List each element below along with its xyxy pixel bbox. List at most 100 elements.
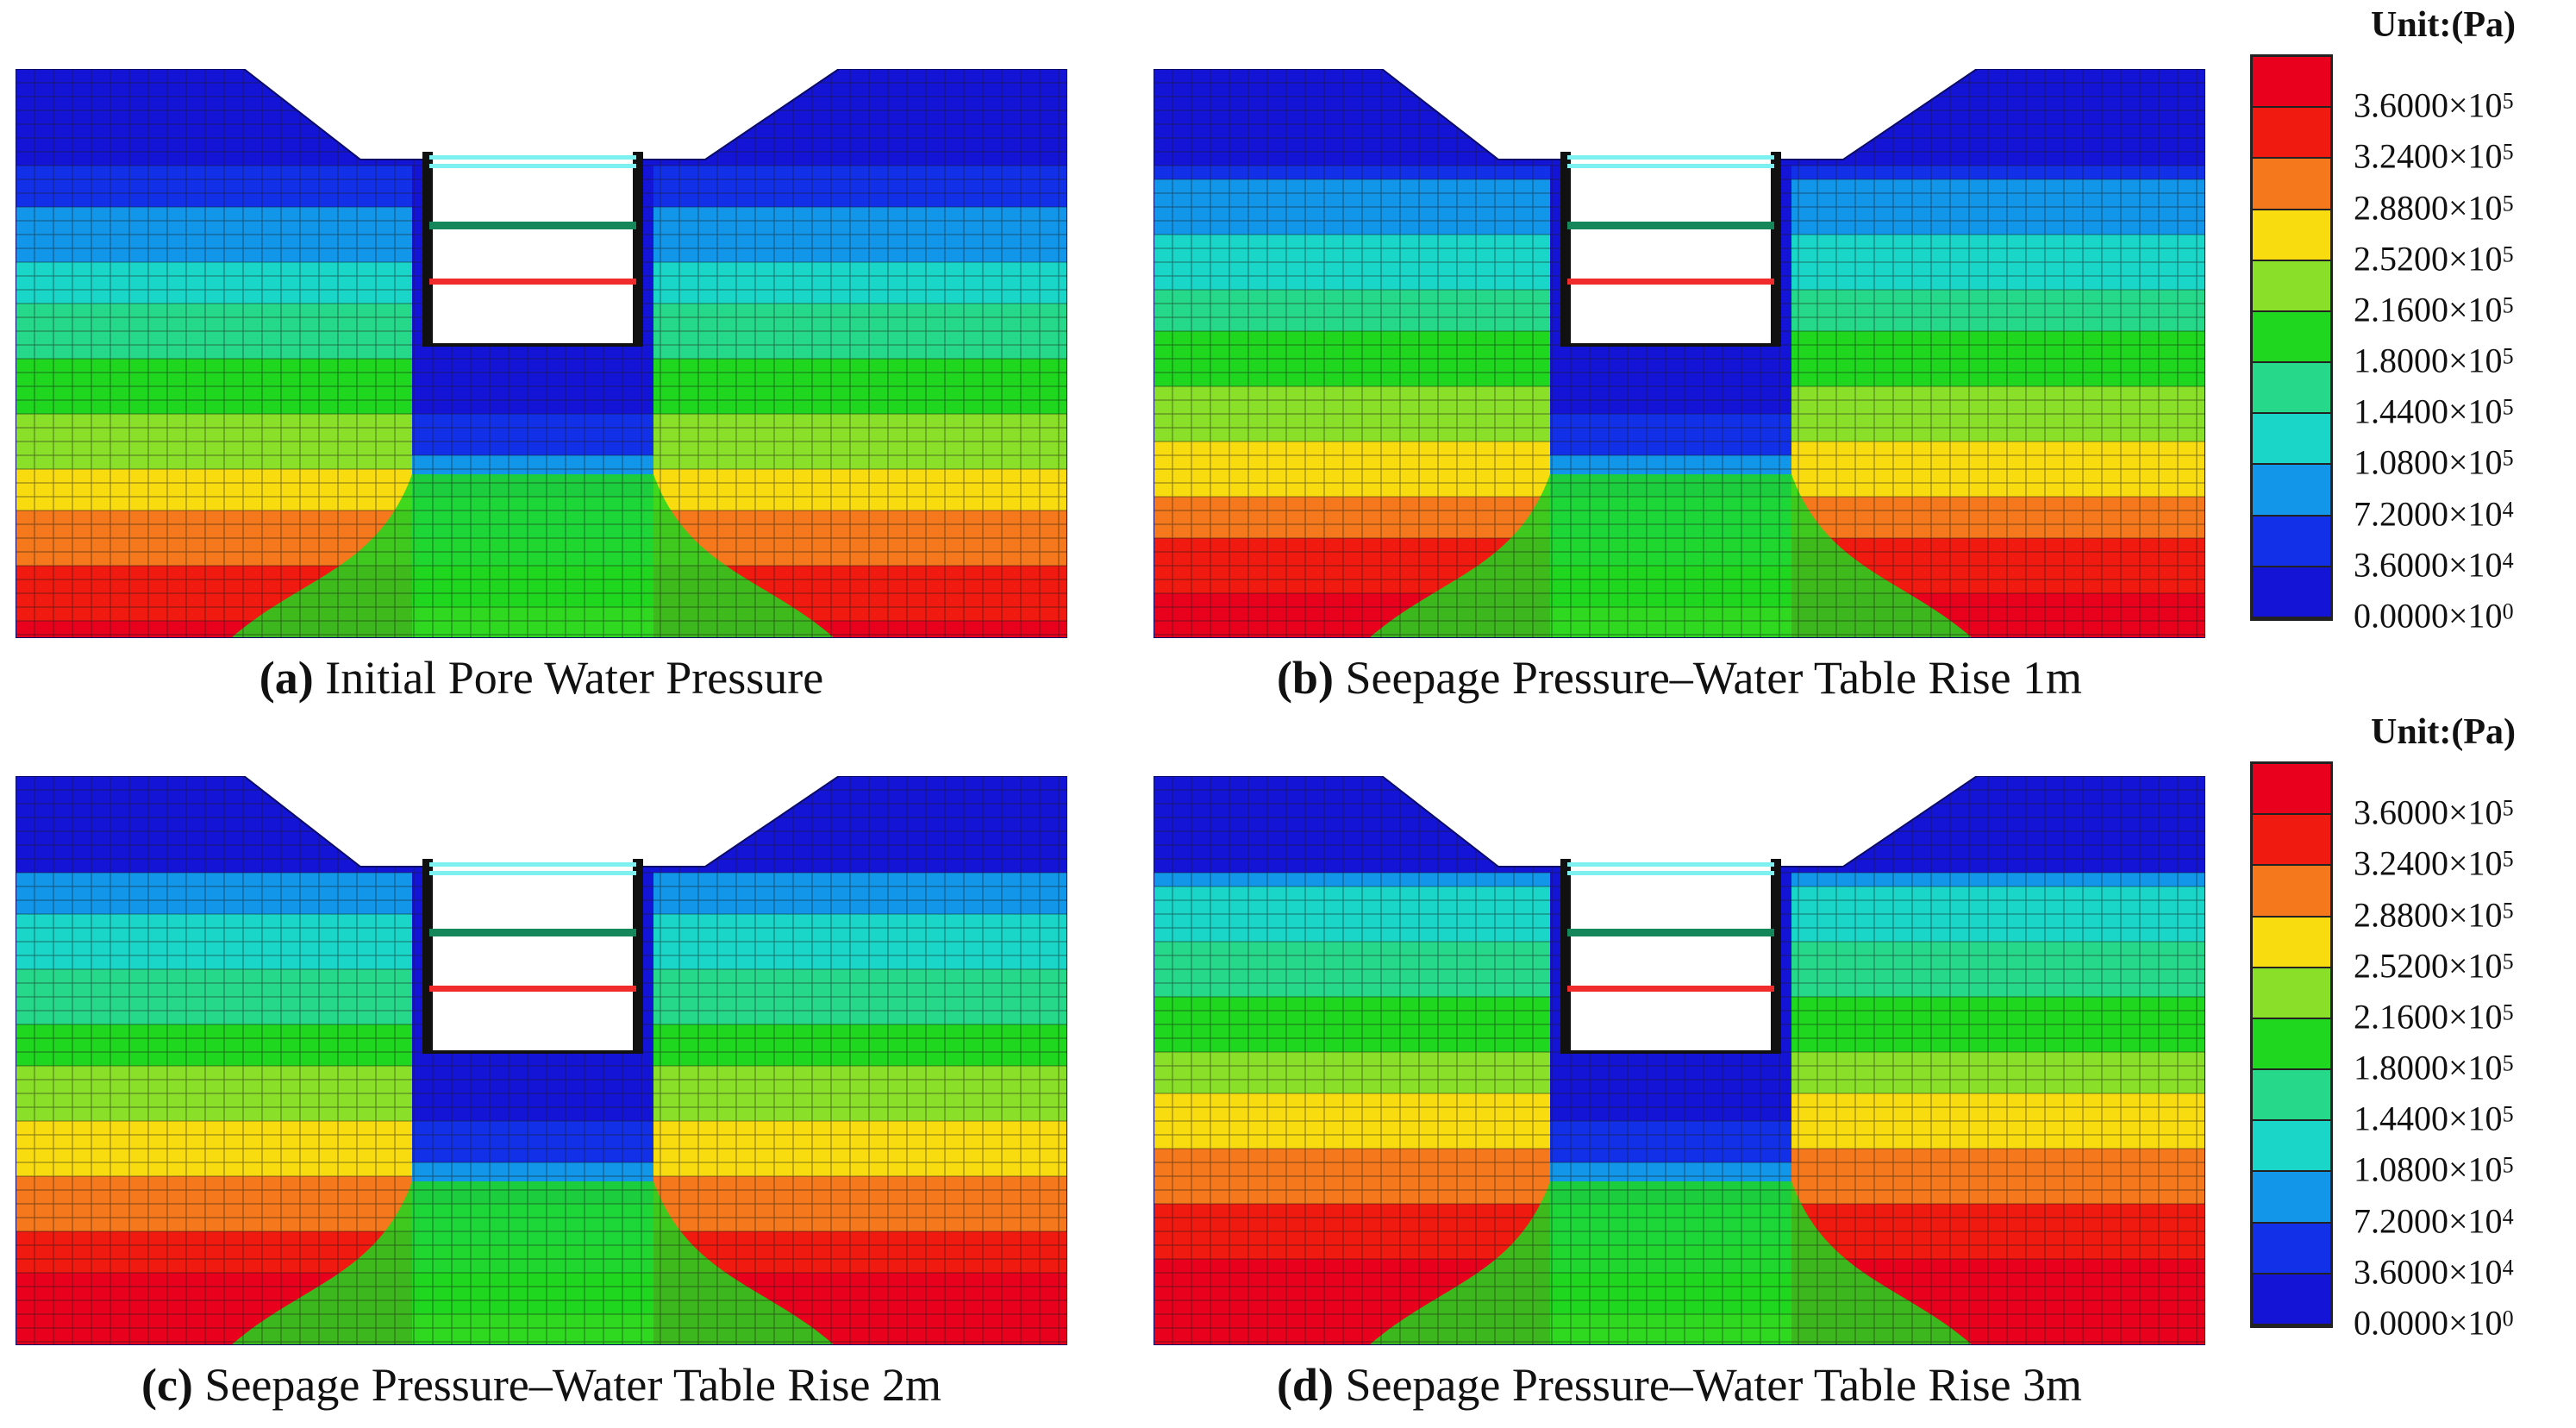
strut-top: [1567, 862, 1774, 867]
contour-band: [412, 262, 653, 277]
contour-band: [1550, 235, 1791, 249]
contour-band: [1791, 1190, 2205, 1205]
contour-band: [16, 1024, 412, 1039]
contour-band: [653, 304, 1067, 318]
contour-band: [1550, 428, 1791, 442]
contour-band: [1154, 276, 1550, 291]
tick-exponent: 5: [2502, 445, 2514, 471]
legend-tick-label: 0.0000×100: [2354, 1302, 2514, 1343]
contour-band: [1791, 373, 2205, 387]
contour-band: [1791, 955, 2205, 970]
contour-band: [1154, 455, 1550, 470]
contour-band: [653, 776, 1067, 791]
tick-exponent: 5: [2502, 292, 2514, 318]
contour-band: [1550, 400, 1791, 415]
contour-band: [16, 97, 412, 111]
tick-mantissa: 3.6000×10: [2354, 1252, 2503, 1292]
caption-a: (a) Initial Pore Water Pressure: [16, 651, 1067, 705]
tick-mantissa: 2.5200×10: [2354, 946, 2503, 986]
contour-band: [1791, 97, 2205, 111]
contour-band: [653, 469, 1067, 484]
contour-band: [1154, 124, 1550, 139]
contour-band: [1154, 997, 1550, 1012]
tick-exponent: 5: [2502, 343, 2514, 369]
contour-band: [412, 969, 653, 984]
contour-band: [1550, 969, 1791, 984]
contour-band: [1791, 1135, 2205, 1149]
contour-band: [1154, 1107, 1550, 1122]
legend-tick-label: 2.1600×105: [2354, 996, 2514, 1037]
contour-band: [1154, 345, 1550, 360]
contour-band: [653, 373, 1067, 387]
contour-band: [653, 859, 1067, 874]
contour-band: [1550, 304, 1791, 318]
contour-band: [412, 914, 653, 929]
contour-band: [1791, 317, 2205, 332]
contour-band: [16, 845, 412, 860]
contour-band: [1791, 400, 2205, 415]
contour-band: [16, 997, 412, 1012]
contour-band: [1791, 262, 2205, 277]
contour-band: [16, 483, 412, 498]
tick-exponent: 5: [2502, 999, 2514, 1025]
strut-middle: [429, 222, 636, 229]
contour-band: [412, 400, 653, 415]
legend-tick-label: 1.4400×105: [2354, 391, 2514, 432]
legend-tick-label: 3.6000×104: [2354, 544, 2514, 585]
contour-band: [653, 152, 1067, 166]
contour-band: [1154, 373, 1550, 387]
contour-band: [1550, 83, 1791, 97]
contour-band: [653, 138, 1067, 153]
contour-band: [1154, 193, 1550, 208]
contour-band: [1791, 221, 2205, 235]
contour-band: [412, 776, 653, 791]
contour-band: [412, 1024, 653, 1039]
contour-band: [1550, 124, 1791, 139]
contour-band: [1791, 1162, 2205, 1177]
contour-band: [412, 193, 653, 208]
soil-field: [16, 776, 1067, 1345]
contour-band: [1550, 193, 1791, 208]
retaining-wall-left: [1560, 152, 1571, 347]
contour-band: [653, 207, 1067, 222]
legend-tick-label: 1.0800×105: [2354, 1149, 2514, 1190]
contour-band: [653, 1231, 1067, 1246]
retaining-wall-right: [1771, 859, 1781, 1054]
contour-band: [1791, 538, 2205, 553]
contour-band: [1550, 373, 1791, 387]
legend-tick-label: 2.8800×105: [2354, 187, 2514, 228]
contour-band: [16, 83, 412, 97]
contour-band: [1550, 776, 1791, 791]
seepage-funnel: [1369, 474, 1973, 638]
contour-band: [1154, 262, 1550, 277]
contour-band: [16, 1121, 412, 1136]
contour-band: [1154, 1273, 1550, 1287]
contour-plot-a: [16, 69, 1067, 638]
contour-band: [1791, 1093, 2205, 1108]
contour-band: [1550, 1066, 1791, 1080]
contour-band: [653, 166, 1067, 180]
contour-band: [1154, 817, 1550, 832]
contour-band: [653, 221, 1067, 235]
contour-band: [1791, 235, 2205, 249]
tick-exponent: 4: [2502, 548, 2514, 573]
contour-band: [16, 1066, 412, 1080]
contour-band: [16, 442, 412, 456]
contour-band: [653, 955, 1067, 970]
strut-lower: [429, 986, 636, 992]
contour-band: [1154, 566, 1550, 580]
contour-band: [653, 983, 1067, 998]
tick-exponent: 5: [2502, 897, 2514, 923]
contour-band: [653, 804, 1067, 818]
contour-band: [1550, 248, 1791, 263]
contour-band: [1154, 873, 1550, 887]
contour-band: [1791, 1149, 2205, 1163]
contour-band: [653, 193, 1067, 208]
legend-swatch: [2253, 1070, 2330, 1122]
contour-band: [1791, 1107, 2205, 1122]
contour-band: [1791, 331, 2205, 346]
contour-band: [1791, 69, 2205, 84]
contour-band: [1550, 1052, 1791, 1067]
contour-band: [1791, 1204, 2205, 1218]
contour-band: [653, 124, 1067, 139]
